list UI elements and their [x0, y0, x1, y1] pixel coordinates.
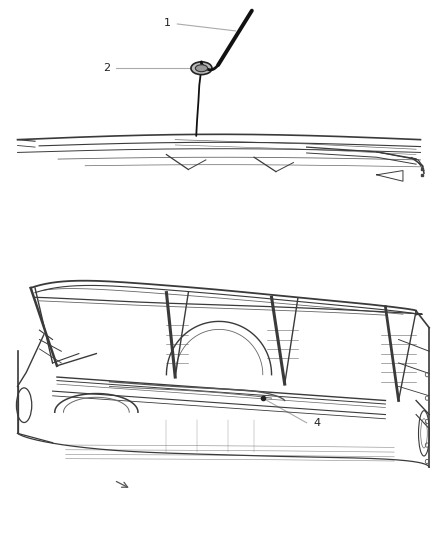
Text: 1: 1 [164, 19, 171, 28]
Ellipse shape [195, 65, 208, 71]
Text: 2: 2 [103, 63, 110, 73]
Text: 4: 4 [313, 418, 320, 428]
Ellipse shape [191, 62, 212, 75]
